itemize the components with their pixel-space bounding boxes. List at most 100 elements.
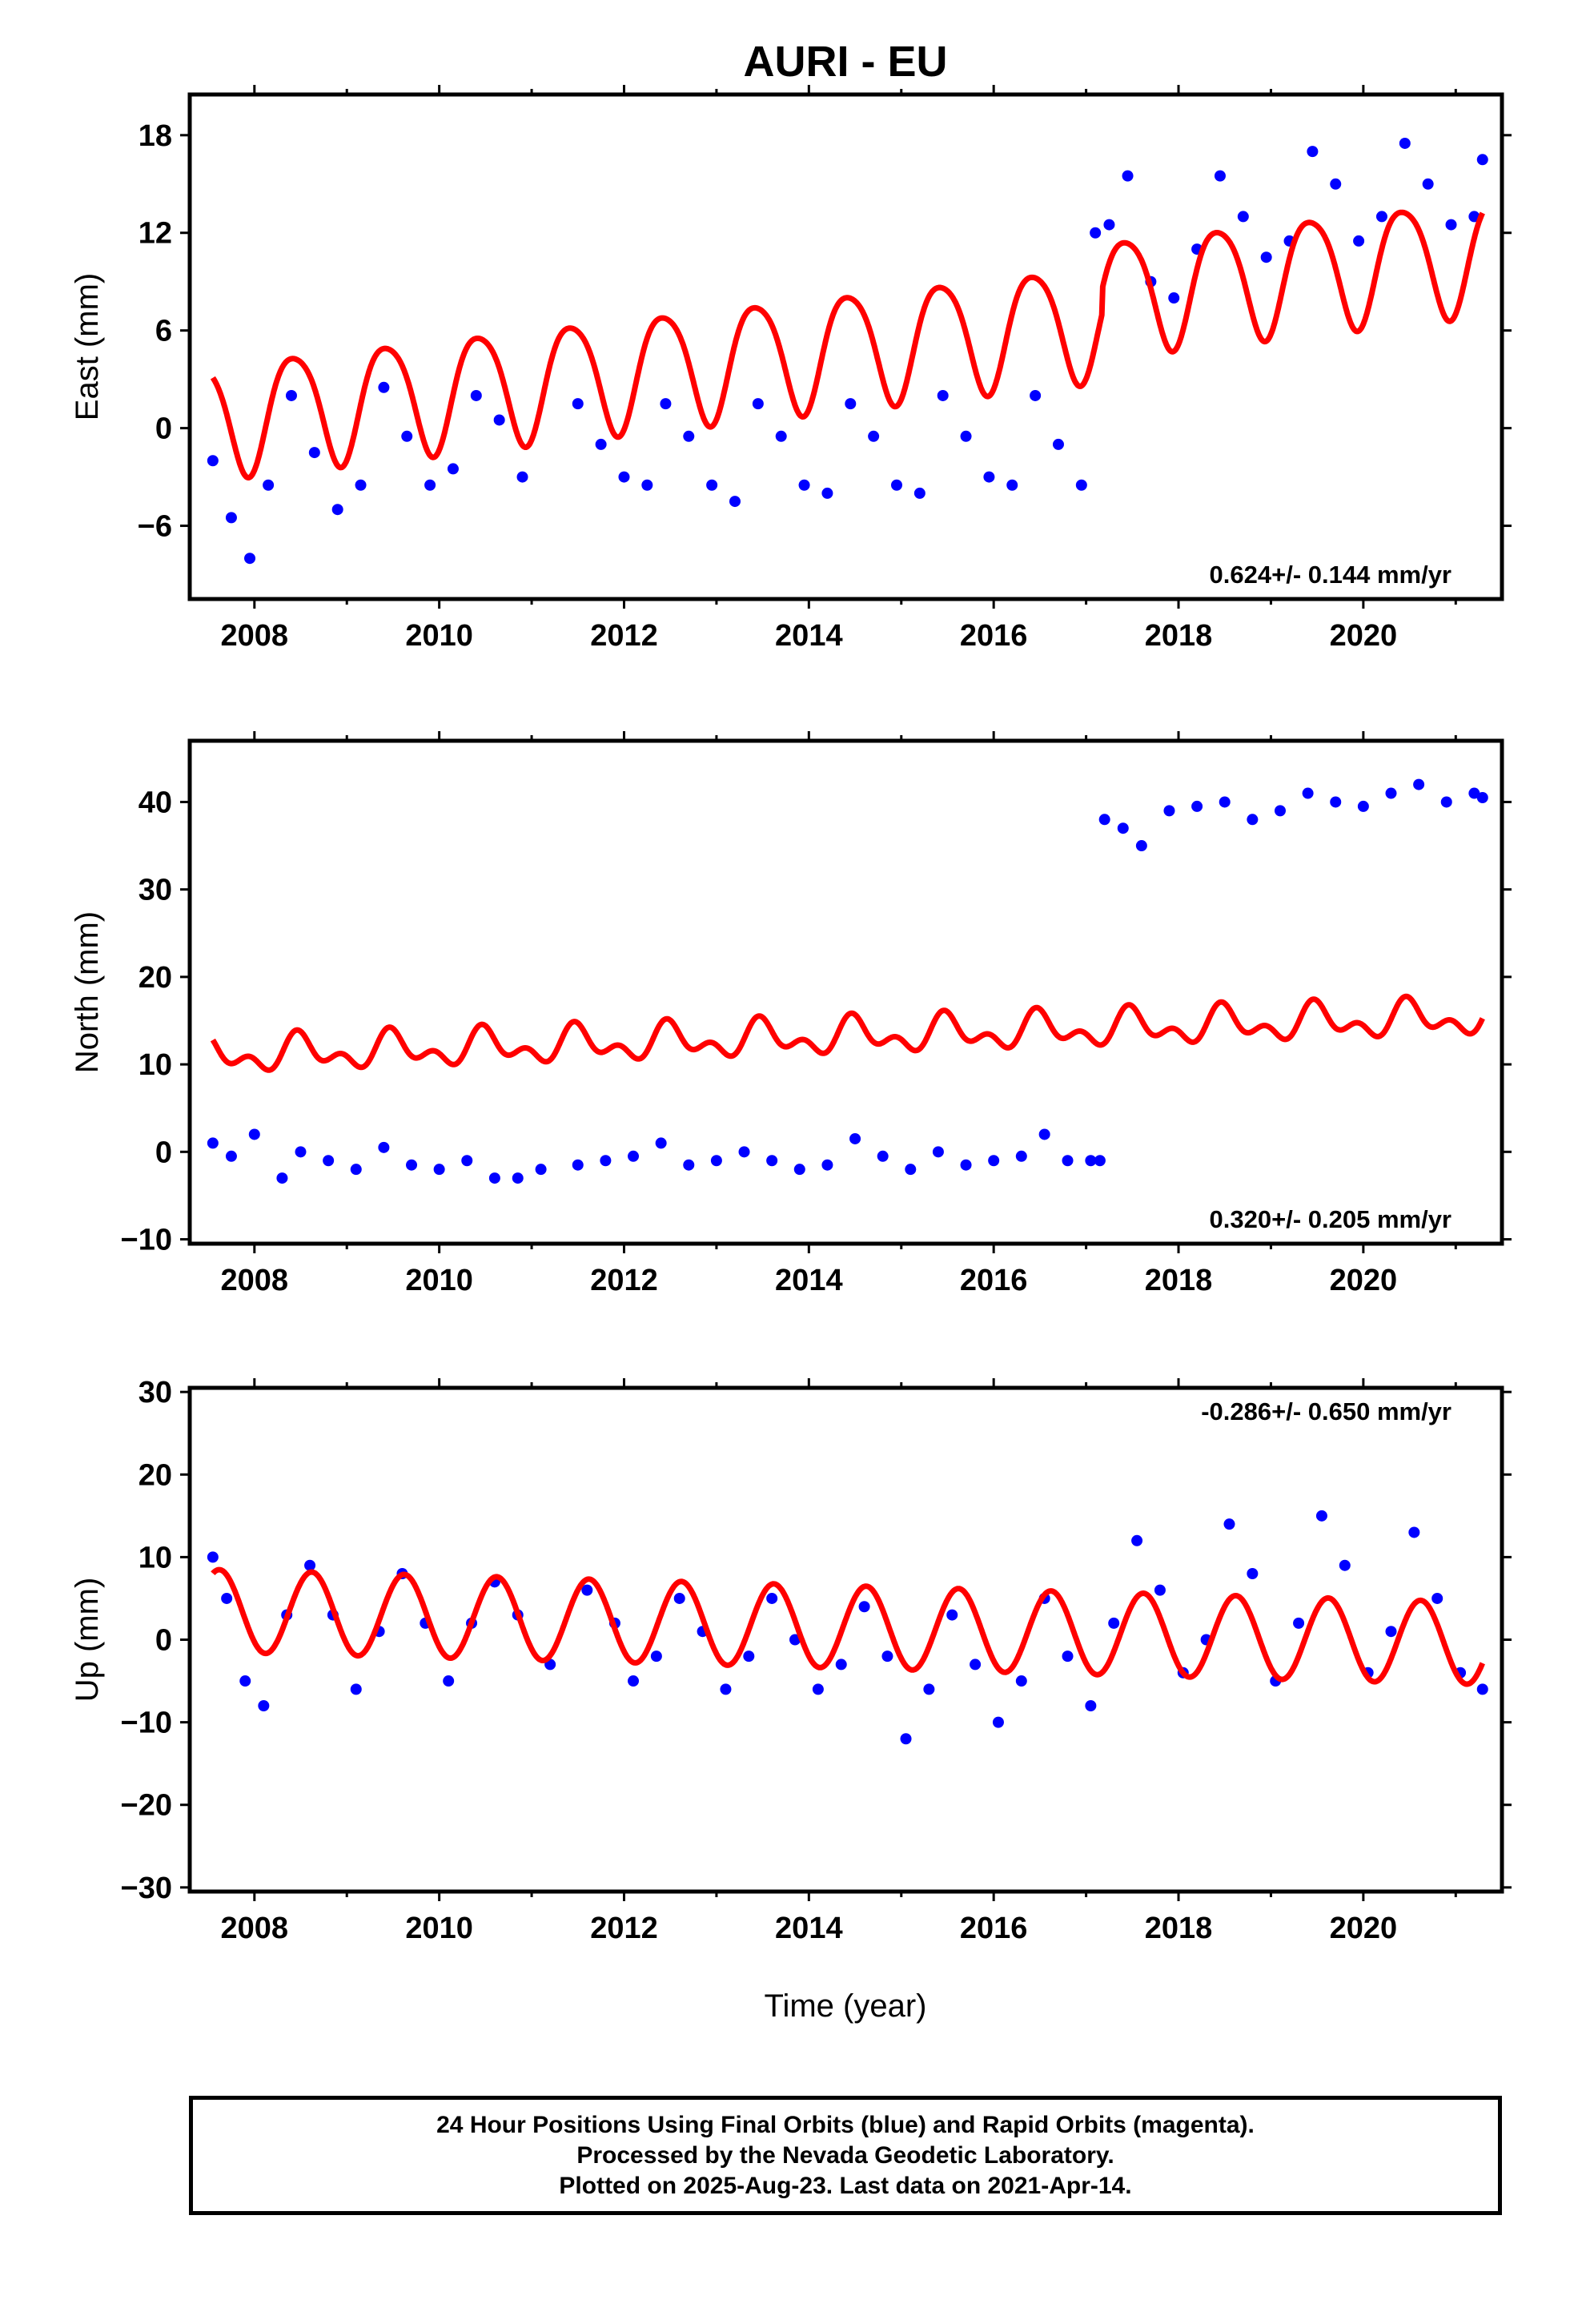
data-point — [1085, 1155, 1097, 1167]
data-point — [905, 1164, 917, 1176]
data-point — [1090, 227, 1102, 239]
scatter-series — [207, 137, 1488, 565]
y-tick-label: 30 — [139, 1376, 172, 1409]
data-point — [304, 1559, 316, 1571]
data-point — [812, 1683, 824, 1695]
y-tick-label: 10 — [139, 1541, 172, 1574]
data-point — [221, 1592, 233, 1604]
data-point — [913, 487, 926, 499]
y-tick-label: −6 — [138, 510, 172, 544]
data-point — [845, 398, 857, 410]
rate-annotation: -0.286+/- 0.650 mm/yr — [1201, 1397, 1452, 1425]
data-point — [738, 1146, 750, 1158]
model-fit-line — [210, 209, 1485, 480]
data-point — [1330, 178, 1342, 190]
data-point — [572, 398, 584, 410]
data-point — [1315, 1510, 1327, 1522]
data-point — [1476, 154, 1488, 166]
x-tick-label: 2016 — [960, 619, 1028, 653]
plot-frame — [187, 738, 1504, 1246]
data-point — [207, 1551, 219, 1563]
data-point — [1357, 800, 1369, 812]
data-point — [600, 1155, 612, 1167]
data-point — [1038, 1128, 1050, 1140]
x-tick-label: 2020 — [1330, 1264, 1398, 1297]
data-point — [821, 487, 833, 499]
footer-line-orbits: 24 Hour Positions Using Final Orbits (bl… — [436, 2111, 1255, 2138]
data-point — [932, 1146, 944, 1158]
y-tick-label: −10 — [121, 1224, 172, 1257]
panel-north: 2008 2010 2012 2014 2016 2018 2020 −10 0 10 20 30 40… — [70, 731, 1512, 1297]
data-point — [1237, 211, 1249, 223]
data-point — [1431, 1592, 1443, 1604]
data-point — [308, 447, 320, 459]
scatter-series — [207, 1510, 1488, 1745]
panel-east: 2008 2010 2012 2014 2016 2018 2020 −6 0 6 12 18 East… — [70, 85, 1512, 653]
data-point — [1135, 840, 1147, 852]
data-point — [706, 479, 718, 491]
x-tick-label: 2008 — [221, 1264, 289, 1297]
data-point — [1247, 1568, 1259, 1580]
data-point — [1445, 219, 1457, 231]
data-point — [1219, 796, 1231, 808]
y-tick-label: 0 — [155, 1624, 172, 1658]
data-point — [960, 1159, 972, 1171]
data-point — [710, 1155, 722, 1167]
y-axis-label: East (mm) — [70, 273, 105, 420]
x-axis-label: Time (year) — [765, 1988, 927, 2024]
data-point — [628, 1150, 640, 1162]
data-point — [881, 1651, 893, 1663]
data-point — [900, 1733, 912, 1745]
x-tick-label: 2010 — [405, 619, 473, 653]
data-point — [581, 1584, 593, 1596]
plot-frame — [187, 92, 1504, 601]
data-point — [1015, 1675, 1027, 1687]
data-point — [207, 1137, 219, 1149]
data-point — [1030, 389, 1042, 401]
data-point — [263, 479, 275, 491]
data-point — [1223, 1518, 1235, 1530]
data-point — [683, 430, 695, 442]
data-point — [1062, 1155, 1074, 1167]
x-tick-label: 2012 — [590, 619, 658, 653]
y-tick-label: 20 — [139, 961, 172, 995]
x-tick-label: 2008 — [221, 619, 289, 653]
data-point — [877, 1150, 889, 1162]
data-point — [1247, 814, 1259, 826]
data-point — [743, 1651, 755, 1663]
data-point — [225, 512, 237, 524]
data-point — [225, 1150, 237, 1162]
data-point — [295, 1146, 307, 1158]
data-point — [729, 496, 741, 508]
x-tick-label: 2018 — [1145, 1912, 1213, 1945]
data-point — [1302, 787, 1314, 799]
chart-title: AURI - EU — [744, 38, 948, 86]
y-tick-label: −20 — [121, 1789, 172, 1823]
data-point — [1154, 1584, 1166, 1596]
data-point — [239, 1675, 251, 1687]
data-point — [406, 1159, 418, 1171]
data-point — [516, 471, 528, 483]
data-point — [323, 1155, 335, 1167]
data-point — [461, 1155, 473, 1167]
data-point — [1006, 479, 1018, 491]
model-fit-line — [210, 993, 1485, 1073]
data-point — [835, 1659, 847, 1671]
y-tick-label: −10 — [121, 1707, 172, 1740]
data-point — [766, 1592, 778, 1604]
x-tick-label: 2014 — [775, 1912, 843, 1945]
rate-annotation: 0.624+/- 0.144 mm/yr — [1210, 561, 1452, 589]
data-point — [1122, 170, 1134, 182]
data-point — [433, 1164, 445, 1176]
data-point — [868, 430, 880, 442]
data-point — [1339, 1559, 1351, 1571]
data-point — [720, 1683, 732, 1695]
data-point — [1085, 1699, 1097, 1711]
data-point — [424, 479, 436, 491]
data-point — [1062, 1651, 1074, 1663]
y-tick-label: 0 — [155, 412, 172, 446]
data-point — [960, 430, 972, 442]
rate-annotation: 0.320+/- 0.205 mm/yr — [1210, 1205, 1452, 1233]
data-point — [775, 430, 787, 442]
y-tick-label: 12 — [139, 217, 172, 251]
